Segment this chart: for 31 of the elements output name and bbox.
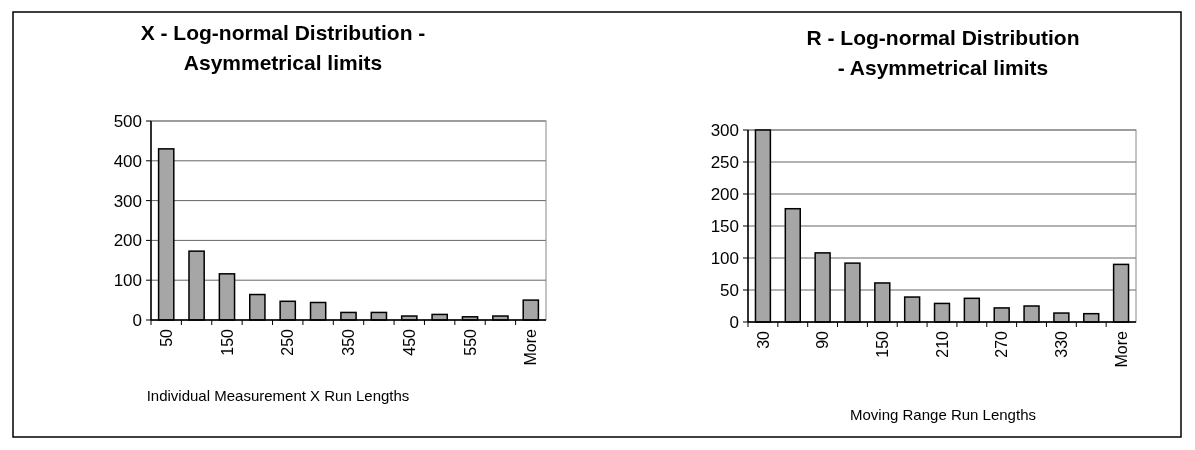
x-tick-label: 150	[218, 328, 236, 356]
x-tick-label: More	[1112, 330, 1130, 368]
y-tick-label: 200	[710, 184, 739, 204]
y-tick-label: 300	[113, 191, 142, 211]
x-tick-label: 450	[400, 328, 418, 356]
y-tick-label: 400	[113, 151, 142, 171]
x-tick-label: 50	[157, 328, 175, 347]
y-tick-label: 50	[720, 280, 739, 300]
y-tick-label: 250	[710, 152, 739, 172]
x-axis-title: Individual Measurement X Run Lengths	[146, 387, 410, 404]
x-tick-label: More	[522, 328, 540, 366]
y-tick-label: 100	[710, 248, 739, 268]
chart-title: R - Log-normal Distribution - Asymmetrical limits	[806, 26, 1080, 79]
y-tick-label: 0	[132, 310, 142, 330]
x-tick-label: 150	[873, 330, 891, 358]
x-tick-label: 350	[340, 328, 358, 356]
x-tick-label: 250	[279, 328, 297, 356]
x-tick-label: 330	[1052, 330, 1070, 358]
x-tick-label: 550	[461, 328, 479, 356]
x-tick-label: 270	[993, 330, 1011, 358]
x-axis-title: Moving Range Run Lengths	[850, 406, 1036, 423]
x-tick-label: 90	[814, 330, 832, 349]
y-tick-label: 300	[710, 120, 739, 140]
chart-title: X - Log-normal Distribution - Asymmetrical limits	[140, 21, 426, 74]
x-tick-label: 30	[754, 330, 772, 349]
y-tick-label: 0	[729, 312, 739, 332]
x-tick-label: 210	[933, 330, 951, 358]
y-tick-label: 500	[113, 111, 142, 131]
y-tick-label: 100	[113, 271, 142, 291]
y-tick-label: 150	[710, 216, 739, 236]
y-tick-label: 200	[113, 231, 142, 251]
